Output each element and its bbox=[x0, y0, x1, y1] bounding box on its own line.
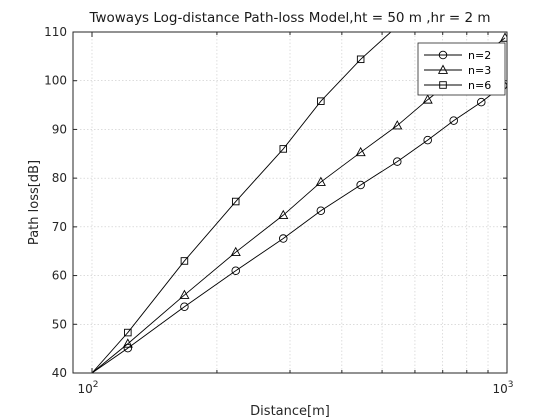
series-n-3-point bbox=[422, 94, 433, 104]
y-tick-label: 110 bbox=[44, 25, 67, 39]
series-n-6-point bbox=[124, 328, 132, 337]
legend-item-n-3-label: n=3 bbox=[468, 64, 491, 77]
x-tick-label: 102 bbox=[77, 380, 98, 396]
legend-item-n-6-label: n=6 bbox=[468, 79, 491, 92]
ticks: 40 50 60 70 80 90 100 110 102 103 bbox=[44, 25, 513, 396]
series-n-3-point bbox=[179, 289, 190, 299]
series-n-3-point bbox=[315, 176, 326, 186]
series-n-2-point bbox=[279, 234, 288, 243]
series-n-6-point bbox=[279, 145, 288, 153]
x-axis-label: Distance[m] bbox=[250, 404, 330, 419]
legend-item-n-6-marker bbox=[439, 81, 447, 89]
y-tick-label: 70 bbox=[52, 220, 67, 234]
legend-item-n-3-marker bbox=[437, 64, 449, 74]
series-n-3-point bbox=[392, 120, 403, 130]
y-tick-label: 100 bbox=[44, 74, 67, 88]
series-n-6-point bbox=[231, 197, 240, 206]
series-n-2-point bbox=[393, 157, 402, 166]
series-n-3-point bbox=[122, 338, 133, 348]
y-tick-label: 50 bbox=[52, 317, 67, 331]
series-n-2-point bbox=[477, 97, 486, 107]
x-tick-label: 103 bbox=[492, 380, 513, 396]
series-n-3-line bbox=[91, 37, 506, 373]
series-n-2-point bbox=[356, 180, 365, 190]
y-tick-label: 90 bbox=[52, 122, 67, 136]
series-n-2-point bbox=[316, 206, 326, 216]
series-n-3-point bbox=[230, 246, 241, 257]
series-n-6-point bbox=[180, 257, 189, 265]
series-n-2-point bbox=[423, 135, 432, 145]
legend-item-n-2-label: n=2 bbox=[468, 49, 491, 62]
y-tick-label: 60 bbox=[52, 269, 67, 283]
series-clip bbox=[91, 32, 507, 373]
series-layer bbox=[91, 32, 507, 373]
series-n-2-point bbox=[231, 266, 240, 275]
series-n-3-point bbox=[278, 209, 289, 220]
legend: n=2 n=3 n=6 bbox=[417, 42, 506, 96]
series-n-2-point bbox=[123, 343, 133, 353]
chart-title: Twoways Log-distance Path-loss Model,ht … bbox=[88, 10, 490, 26]
series-n-3-point bbox=[355, 146, 366, 157]
series-n-6-point bbox=[356, 55, 365, 64]
y-tick-label: 40 bbox=[52, 366, 67, 380]
series-n-2-point bbox=[449, 116, 458, 125]
series-n-6-point bbox=[317, 97, 325, 105]
series-n-6-line bbox=[91, 32, 392, 373]
series-n-3-point bbox=[499, 32, 507, 42]
series-n-2-line bbox=[91, 85, 504, 373]
legend-box bbox=[417, 42, 506, 96]
y-tick-label: 80 bbox=[52, 171, 67, 185]
y-axis-label: Path loss[dB] bbox=[27, 160, 42, 245]
series-n-2-point bbox=[180, 302, 189, 311]
legend-item-n-2-marker bbox=[438, 50, 448, 60]
